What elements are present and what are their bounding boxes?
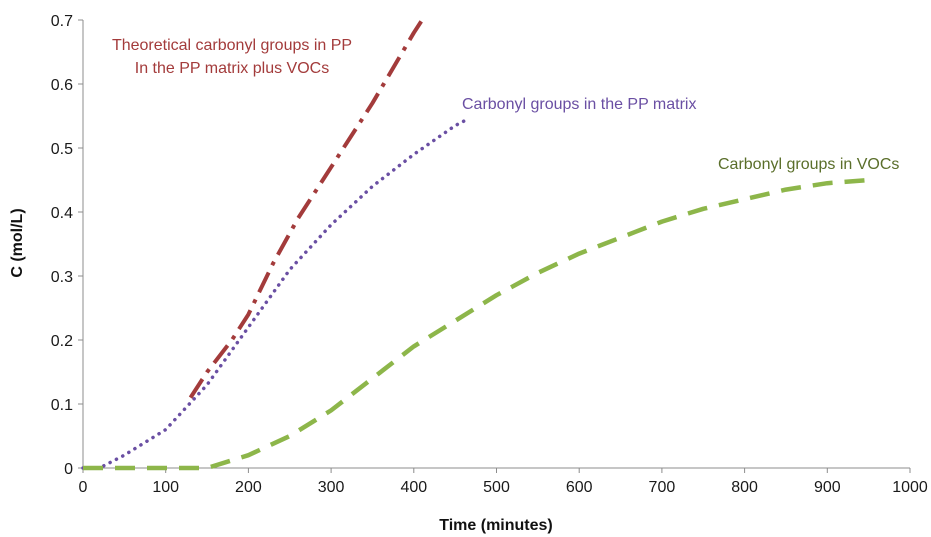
series-line-theoretical [188,18,424,399]
y-tick-label: 0.1 [51,397,73,414]
y-tick-label: 0.6 [51,77,73,94]
x-tick-label: 400 [400,479,427,496]
y-tick-label: 0.3 [51,269,73,286]
x-tick-label: 600 [566,479,593,496]
y-axis-title: C (mol/L) [9,208,26,277]
x-tick-label: 200 [235,479,262,496]
x-tick-label: 900 [814,479,841,496]
annotations: Theoretical carbonyl groups in PP In the … [112,37,899,173]
x-tick-label: 1000 [892,479,928,496]
x-tick-label: 500 [483,479,510,496]
series-layer [81,18,869,471]
annotation-theoretical-line: In the PP matrix plus VOCs [135,60,329,77]
y-tick-label: 0 [64,461,73,478]
y-tick-label: 0.2 [51,333,73,350]
annotation-theoretical-line: Theoretical carbonyl groups in PP [112,37,352,54]
annotation-vocs-line: Carbonyl groups in VOCs [718,156,899,173]
y-tick-label: 0.7 [51,13,73,30]
annotation-pp-matrix-line: Carbonyl groups in the PP matrix [462,96,696,113]
series-line-vocs [83,177,869,471]
x-tick-label: 100 [152,479,179,496]
y-tick-label: 0.4 [51,205,73,222]
y-tick-label: 0.5 [51,141,73,158]
x-tick-label: 300 [318,479,345,496]
x-tick-label: 700 [649,479,676,496]
x-tick-label: 0 [79,479,88,496]
series-line-pp-matrix [81,117,470,470]
x-tick-label: 800 [731,479,758,496]
axes: 0 0.1 0.2 0.3 0.4 0.5 0.6 0.7 0 100 200 300 400 500 60… [51,13,928,496]
x-axis-title: Time (minutes) [439,517,553,534]
